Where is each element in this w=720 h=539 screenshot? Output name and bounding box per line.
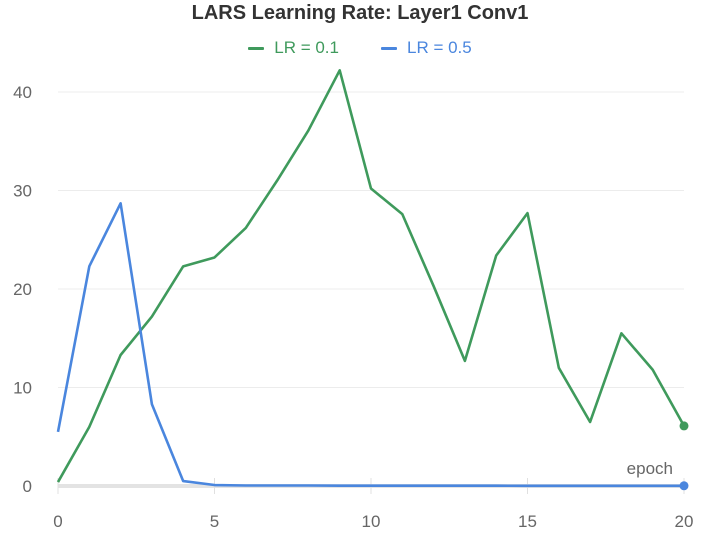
y-axis: 0 10 20 30 40 [13, 83, 32, 496]
series-line-lr-0-1[interactable] [56, 69, 686, 483]
legend: LR = 0.1 LR = 0.5 [0, 38, 720, 58]
series-lines [56, 69, 689, 491]
chart-title: LARS Learning Rate: Layer1 Conv1 [191, 2, 529, 24]
legend-line-icon [248, 46, 265, 50]
y-tick-label: 10 [13, 379, 32, 398]
y-tick-label: 30 [13, 182, 32, 201]
legend-item-lr-0-5[interactable]: LR = 0.5 [381, 38, 472, 58]
y-tick-label: 20 [13, 280, 32, 299]
end-point-marker[interactable] [679, 421, 689, 431]
series-line-lr-0-5[interactable] [56, 202, 684, 488]
legend-label: LR = 0.1 [274, 38, 339, 57]
legend-label: LR = 0.5 [407, 38, 472, 57]
x-axis-name: epoch [627, 459, 673, 478]
y-tick-label: 40 [13, 83, 32, 102]
legend-item-lr-0-1[interactable]: LR = 0.1 [248, 38, 339, 58]
end-point-marker[interactable] [679, 481, 689, 491]
x-tick-label: 0 [53, 512, 62, 531]
legend-line-icon [381, 46, 397, 50]
x-tick-label: 20 [675, 512, 694, 531]
y-tick-label: 0 [23, 477, 32, 496]
x-tick-label: 10 [362, 512, 381, 531]
x-tick-label: 5 [210, 512, 219, 531]
gridlines [58, 91, 684, 388]
x-tick-label: 15 [518, 512, 537, 531]
